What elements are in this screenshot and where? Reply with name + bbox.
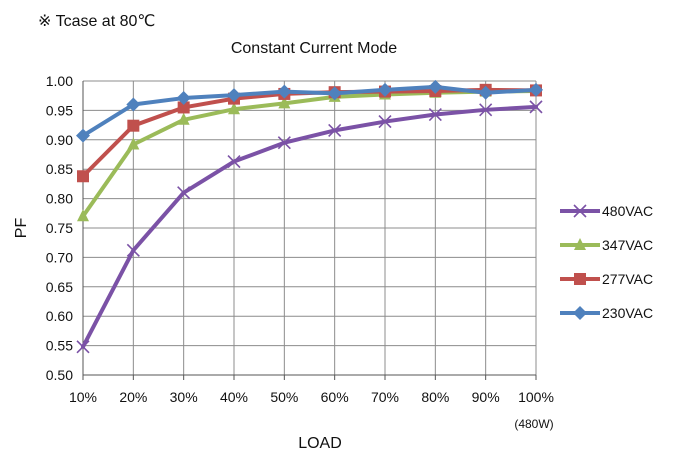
- legend-label: 230VAC: [602, 305, 653, 321]
- x-tick-label: 90%: [472, 389, 500, 405]
- chart-note: ※ Tcase at 80℃: [38, 13, 155, 30]
- y-tick-label: 0.95: [46, 102, 73, 118]
- y-tick-label: 0.60: [46, 308, 73, 324]
- x-marker: [479, 103, 493, 117]
- x-axis-label: LOAD: [298, 435, 342, 452]
- series-group: [76, 79, 543, 354]
- diamond-marker: [126, 97, 141, 112]
- square-marker: [77, 170, 89, 183]
- diamond-marker: [277, 84, 292, 99]
- x-axis-sublabel: (480W): [514, 417, 553, 431]
- series-230vac: [76, 79, 543, 143]
- square-marker: [177, 101, 190, 114]
- chart-title: Constant Current Mode: [231, 40, 397, 57]
- x-marker: [428, 107, 442, 122]
- x-tick-label: 40%: [220, 389, 248, 405]
- x-tick-label: 70%: [371, 389, 399, 405]
- x-marker: [126, 243, 140, 257]
- legend-label: 480VAC: [602, 203, 653, 219]
- diamond-marker: [227, 88, 241, 103]
- x-tick-label: 30%: [170, 389, 198, 405]
- y-tick-label: 0.90: [46, 132, 73, 148]
- diamond-marker: [176, 91, 191, 106]
- legend-item: 347VAC: [560, 237, 653, 253]
- x-marker: [177, 186, 191, 200]
- y-tick-label: 0.65: [46, 279, 73, 295]
- triangle-marker: [228, 102, 240, 115]
- x-tick-label: 80%: [421, 389, 449, 405]
- square-marker: [574, 273, 586, 285]
- x-tick-label: 100%: [518, 389, 554, 405]
- y-tick-label: 1.00: [46, 73, 73, 89]
- x-marker: [378, 115, 392, 129]
- legend: 480VAC 347VAC 277VAC 230VAC: [560, 203, 653, 321]
- x-tick-label: 60%: [321, 389, 349, 405]
- x-marker: [227, 154, 241, 169]
- x-marker: [76, 340, 90, 354]
- legend-item: 230VAC: [560, 305, 653, 321]
- series-line: [81, 84, 538, 138]
- x-marker: [277, 136, 291, 150]
- triangle-marker: [177, 112, 190, 125]
- y-tick-label: 0.75: [46, 220, 73, 236]
- diamond-marker: [529, 82, 543, 97]
- series-line: [81, 104, 538, 349]
- x-tick-labels: 10% 20% 30% 40% 50% 60% 70% 80% 90% 100%: [69, 389, 554, 405]
- legend-label: 347VAC: [602, 237, 653, 253]
- diamond-marker: [478, 85, 493, 100]
- triangle-marker: [77, 209, 89, 222]
- x-marker: [529, 100, 543, 114]
- x-tick-label: 10%: [69, 389, 97, 405]
- y-tick-label: 0.50: [46, 367, 73, 383]
- y-tick-label: 0.85: [46, 161, 73, 177]
- legend-label: 277VAC: [602, 271, 653, 287]
- diamond-marker: [76, 128, 90, 143]
- legend-item: 277VAC: [560, 271, 653, 287]
- triangle-marker: [278, 96, 291, 109]
- diamond-marker: [428, 79, 443, 94]
- y-tick-labels: 0.50 0.55 0.60 0.65 0.70 0.75 0.80 0.85 0.90 0.95…: [46, 73, 73, 383]
- x-marker: [573, 204, 587, 218]
- triangle-marker: [574, 238, 586, 250]
- diamond-marker: [327, 86, 342, 101]
- series-480vac: [76, 100, 543, 354]
- y-tick-label: 0.70: [46, 249, 73, 265]
- x-tick-label: 50%: [270, 389, 298, 405]
- diamond-marker: [573, 306, 587, 320]
- legend-item: 480VAC: [560, 203, 653, 219]
- y-axis-label: PF: [13, 218, 30, 239]
- y-tick-label: 0.80: [46, 191, 73, 207]
- x-marker: [328, 123, 342, 137]
- triangle-marker: [127, 137, 140, 150]
- square-marker: [127, 119, 140, 132]
- x-tick-label: 20%: [119, 389, 147, 405]
- y-tick-label: 0.55: [46, 338, 73, 354]
- diamond-marker: [378, 82, 392, 97]
